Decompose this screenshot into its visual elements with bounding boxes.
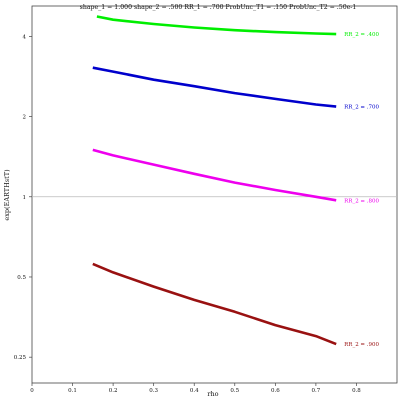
x-tick-label: 0.1	[68, 388, 77, 394]
y-tick-label: 0.5	[17, 275, 26, 281]
series-label-1: RR_2 = .400	[344, 32, 379, 38]
series-line-1	[96, 15, 337, 36]
x-tick-label: 0.2	[109, 388, 118, 394]
x-tick-label: 0.5	[230, 388, 239, 394]
y-tick-label: 4	[23, 34, 27, 40]
x-axis-title: rho	[207, 390, 218, 398]
series-label-4: RR_2 = .900	[344, 342, 379, 348]
y-tick-label: 1	[23, 195, 27, 201]
series-line-3	[92, 148, 337, 202]
series-line-4	[92, 262, 337, 346]
x-tick-label: 0.3	[149, 388, 158, 394]
chart-title: shape_1 = 1.000 shape_2 = .500 RR_1 = .7…	[80, 4, 357, 11]
x-tick-label: 0.6	[271, 388, 280, 394]
y-axis-title: exp(EARTHstT)	[3, 169, 11, 221]
y-tick-label: 2	[23, 115, 27, 121]
y-tick-label: 0.25	[14, 355, 27, 361]
x-tick-label: 0.4	[190, 388, 199, 394]
x-tick-label: 0.8	[352, 388, 361, 394]
series-label-3: RR_2 = .800	[344, 198, 379, 204]
x-tick-label: 0	[30, 388, 34, 394]
series-label-2: RR_2 = .700	[344, 105, 379, 111]
x-tick-label: 0.7	[312, 388, 321, 394]
series-line-2	[92, 66, 337, 108]
plot-border	[31, 5, 398, 384]
